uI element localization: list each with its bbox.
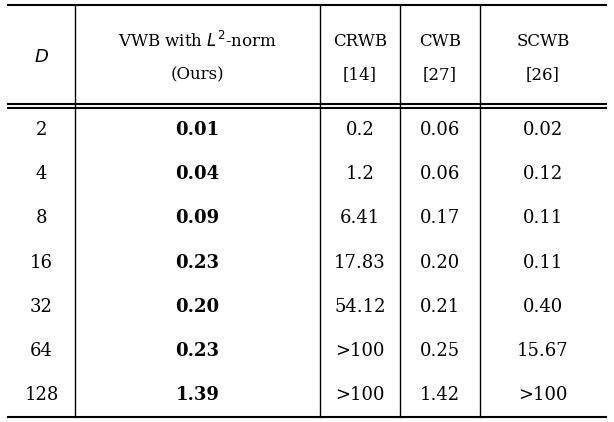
Text: 0.23: 0.23 xyxy=(176,254,219,271)
Text: 1.42: 1.42 xyxy=(420,386,460,404)
Text: CWB: CWB xyxy=(419,32,461,49)
Text: 8: 8 xyxy=(36,209,47,227)
Text: SCWB: SCWB xyxy=(516,32,570,49)
Text: 64: 64 xyxy=(30,342,53,360)
Text: 0.12: 0.12 xyxy=(523,165,563,183)
Text: 54.12: 54.12 xyxy=(334,298,386,316)
Text: CRWB: CRWB xyxy=(333,32,387,49)
Text: VWB with $L^2$-norm: VWB with $L^2$-norm xyxy=(118,31,277,51)
Text: 128: 128 xyxy=(25,386,59,404)
Text: 0.04: 0.04 xyxy=(176,165,220,183)
Text: [26]: [26] xyxy=(526,67,560,84)
Text: 0.20: 0.20 xyxy=(176,298,220,316)
Text: [27]: [27] xyxy=(423,67,457,84)
Text: 0.02: 0.02 xyxy=(523,121,563,139)
Text: (Ours): (Ours) xyxy=(171,67,224,84)
Text: 0.25: 0.25 xyxy=(420,342,460,360)
Text: 0.23: 0.23 xyxy=(176,342,219,360)
Text: 17.83: 17.83 xyxy=(334,254,386,271)
Text: 15.67: 15.67 xyxy=(517,342,569,360)
Text: 0.06: 0.06 xyxy=(420,165,460,183)
Text: 1.39: 1.39 xyxy=(176,386,219,404)
Text: $D$: $D$ xyxy=(34,48,49,65)
Text: [14]: [14] xyxy=(343,67,377,84)
Text: 0.20: 0.20 xyxy=(420,254,460,271)
Text: 0.2: 0.2 xyxy=(346,121,375,139)
Text: >100: >100 xyxy=(518,386,568,404)
Text: 1.2: 1.2 xyxy=(346,165,375,183)
Text: 6.41: 6.41 xyxy=(340,209,380,227)
Text: 0.09: 0.09 xyxy=(176,209,220,227)
Text: 2: 2 xyxy=(36,121,47,139)
Text: 0.06: 0.06 xyxy=(420,121,460,139)
Text: 4: 4 xyxy=(36,165,47,183)
Text: 0.40: 0.40 xyxy=(523,298,563,316)
Text: >100: >100 xyxy=(335,342,385,360)
Text: 0.11: 0.11 xyxy=(523,254,563,271)
Text: 0.01: 0.01 xyxy=(176,121,220,139)
Text: 0.17: 0.17 xyxy=(420,209,460,227)
Text: 32: 32 xyxy=(30,298,53,316)
Text: 16: 16 xyxy=(30,254,53,271)
Text: 0.11: 0.11 xyxy=(523,209,563,227)
Text: 0.21: 0.21 xyxy=(420,298,460,316)
Text: >100: >100 xyxy=(335,386,385,404)
